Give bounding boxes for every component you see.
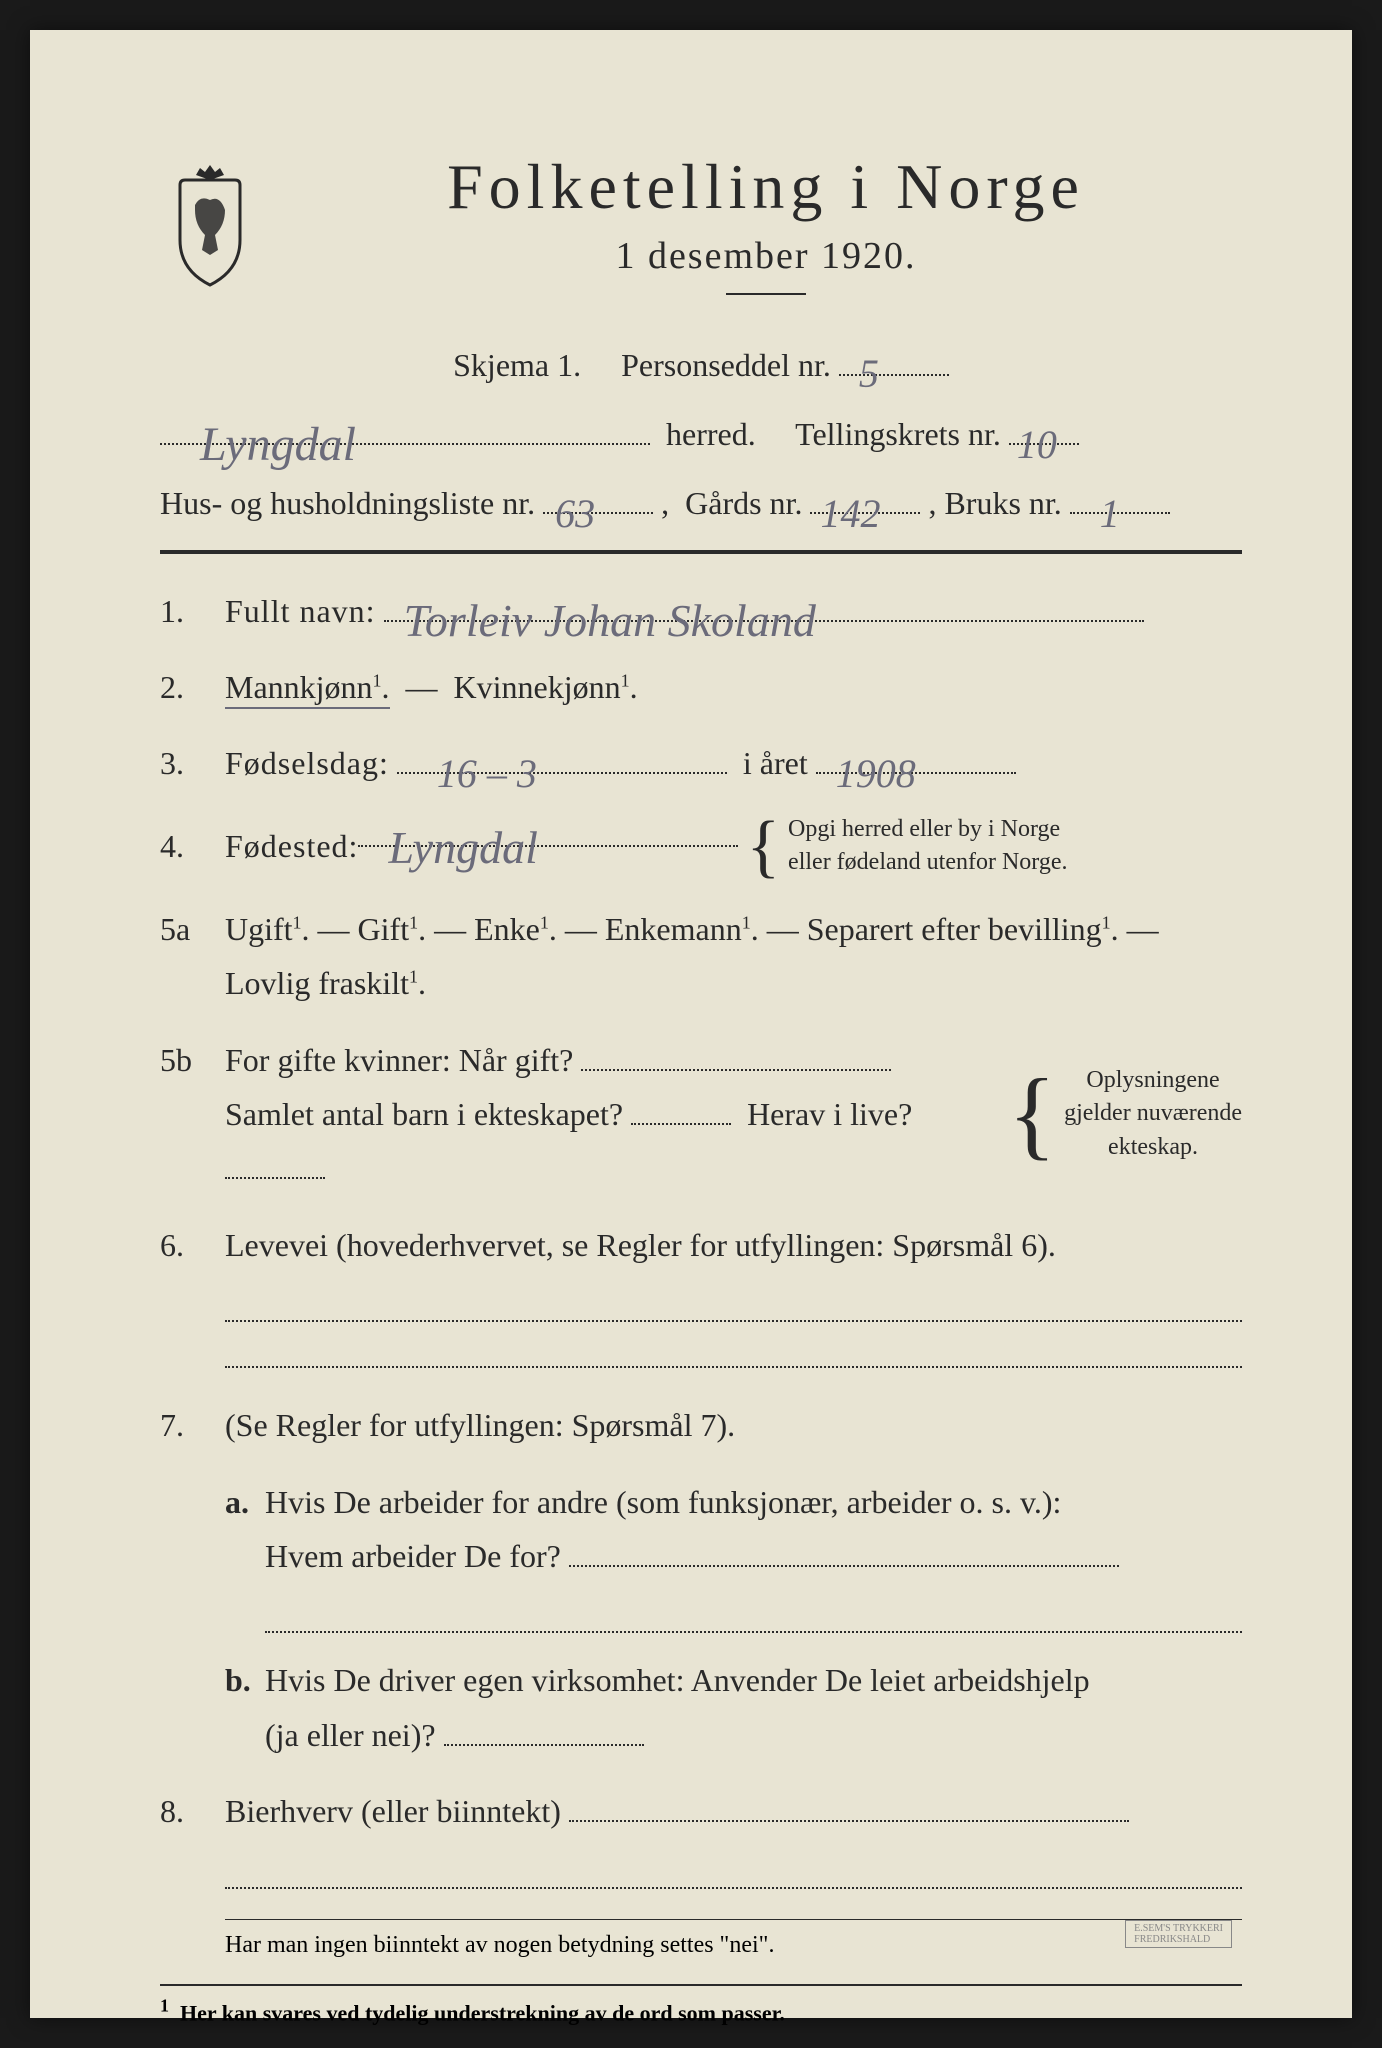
husliste-label: Hus- og husholdningsliste nr. [160,485,535,521]
q4-field: Lyngdal [358,845,738,847]
q7b: b. Hvis De driver egen virksomhet: Anven… [225,1653,1242,1762]
herred-label: herred. [666,416,756,452]
q5a-num: 5a [160,902,225,956]
gards-field: 142 [810,512,920,514]
tellingskrets-label: Tellingskrets nr. [795,416,1001,452]
q8-num: 8. [160,1784,225,1838]
section-divider [160,550,1242,554]
q8: 8. Bierhverv (eller biinntekt) [160,1784,1242,1838]
q4: 4. Fødested: Lyngdal { Opgi herred eller… [160,813,1242,880]
q1-num: 1. [160,584,225,638]
q5b-live-field [225,1177,325,1179]
bruks-value: 1 [1100,482,1120,546]
q6-num: 6. [160,1218,225,1272]
q6-line1 [225,1294,1242,1322]
q3-day-value: 16 – 3 [437,740,537,808]
footnote: 1 Her kan svares ved tydelig understrekn… [160,1984,1242,2026]
q7b-field [444,1744,644,1746]
q5a: 5a Ugift1. — Gift1. — Enke1. — Enkemann1… [160,902,1242,1011]
q1-value: Torleiv Johan Skoland [404,582,816,660]
bracket-icon: { [1008,1079,1056,1149]
q7a-label: Hvis De arbeider for andre (som funksjon… [265,1484,1061,1520]
q5b-label1: For gifte kvinner: Når gift? [225,1042,573,1078]
q4-num: 4. [160,819,225,873]
q8-field [569,1820,1129,1822]
q3-day-field: 16 – 3 [397,772,727,774]
skjema-label: Skjema 1. [453,347,581,383]
q4-label: Fødested: [225,819,358,873]
q8-line [225,1861,1242,1889]
q5b-note: Oplysningene gjelder nuværende ekteskap. [1064,1064,1242,1165]
q3-year-field: 1908 [816,772,1016,774]
q7b-label: Hvis De driver egen virksomhet: Anvender… [265,1662,1090,1698]
personseddel-nr-field: 5 [839,374,949,376]
q7a: a. Hvis De arbeider for andre (som funks… [225,1475,1242,1584]
printer-mark: E.SEM'S TRYKKERIFREDRIKSHALD [1125,1920,1232,1948]
q2-kvinne: Kvinnekjønn1. [454,669,638,705]
footer-note: Har man ingen biinntekt av nogen betydni… [225,1919,1242,1959]
herred-field: Lyngdal [160,443,650,445]
title-block: Folketelling i Norge 1 desember 1920. [290,150,1242,320]
q3-year-value: 1908 [836,740,916,808]
skjema-line: Skjema 1. Personseddel nr. 5 [160,340,1242,391]
bruks-field: 1 [1070,512,1170,514]
q2: 2. Mannkjønn1. — Kvinnekjønn1. [160,660,1242,714]
q5b-label2: Samlet antal barn i ekteskapet? [225,1096,623,1132]
q4-value: Lyngdal [388,809,537,887]
q6-label: Levevei (hovederhvervet, se Regler for u… [225,1218,1242,1272]
husliste-value: 63 [555,482,595,546]
q5b-label3: Herav i live? [747,1096,912,1132]
bracket-icon: { [746,822,780,871]
q7a-line [265,1605,1242,1633]
q3: 3. Fødselsdag: 16 – 3 i året 1908 [160,736,1242,790]
q2-num: 2. [160,660,225,714]
q2-mann: Mannkjønn1. [225,669,390,709]
q1-field: Torleiv Johan Skoland [384,620,1144,622]
q7b-sub: (ja eller nei)? [265,1717,436,1753]
tellingskrets-value: 10 [1017,413,1057,477]
husliste-field: 63 [543,512,653,514]
gards-label: Gårds nr. [685,485,802,521]
q3-num: 3. [160,736,225,790]
q7a-field [569,1565,1119,1567]
q5b: 5b For gifte kvinner: Når gift? Samlet a… [160,1033,1242,1196]
coat-of-arms-icon [160,160,260,290]
q6: 6. Levevei (hovederhvervet, se Regler fo… [160,1218,1242,1272]
q5b-num: 5b [160,1033,225,1087]
q8-label: Bierhverv (eller biinntekt) [225,1793,561,1829]
husliste-line: Hus- og husholdningsliste nr. 63 , Gårds… [160,478,1242,529]
q7-label: (Se Regler for utfyllingen: Spørsmål 7). [225,1398,1242,1452]
q3-label: Fødselsdag: [225,745,389,781]
q7-num: 7. [160,1398,225,1452]
personseddel-label: Personseddel nr. [621,347,831,383]
subtitle-date: 1 desember 1920. [290,234,1242,278]
header: Folketelling i Norge 1 desember 1920. [160,150,1242,320]
q5b-gift-field [581,1069,891,1071]
divider [726,293,806,295]
q7a-letter: a. [225,1475,265,1529]
q1-label: Fullt navn: [225,593,376,629]
personseddel-nr-value: 5 [859,342,879,406]
q4-note: Opgi herred eller by i Norge eller fødel… [788,813,1067,880]
main-title: Folketelling i Norge [290,150,1242,224]
q7: 7. (Se Regler for utfyllingen: Spørsmål … [160,1398,1242,1452]
tellingskrets-field: 10 [1009,443,1079,445]
q1: 1. Fullt navn: Torleiv Johan Skoland [160,584,1242,638]
q7a-sub: Hvem arbeider De for? [265,1538,561,1574]
herred-value: Lyngdal [200,407,356,484]
q5b-barn-field [631,1123,731,1125]
gards-value: 142 [820,482,880,546]
census-form-page: Folketelling i Norge 1 desember 1920. Sk… [30,30,1352,2018]
q7b-letter: b. [225,1653,265,1707]
bruks-label: Bruks nr. [944,485,1061,521]
q6-line2 [225,1340,1242,1368]
q3-year-label: i året [743,745,808,781]
herred-line: Lyngdal herred. Tellingskrets nr. 10 [160,409,1242,460]
q5a-options: Ugift1. — Gift1. — Enke1. — Enkemann1. —… [225,902,1242,1011]
